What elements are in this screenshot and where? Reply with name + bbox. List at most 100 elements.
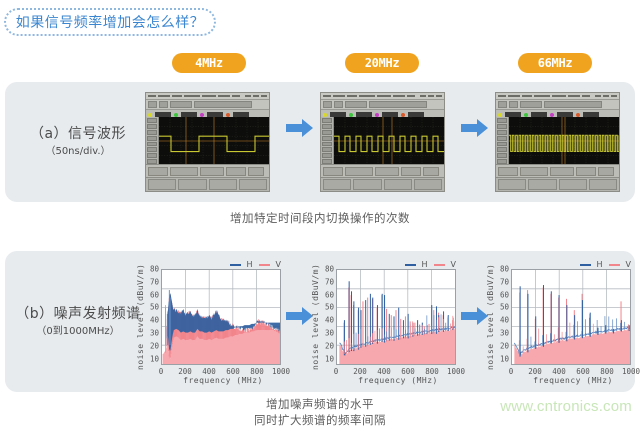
panel-noise-spectrum: （b）噪声发射频谱 （0到1000MHz） H V noise level (d… <box>5 251 640 392</box>
frequency-badge-20mhz: 20MHz <box>345 53 419 73</box>
y-tick-70: 70 <box>149 277 159 287</box>
y-axis-ticks-2: 10 20 30 40 50 60 70 80 <box>496 265 510 365</box>
legend-label-v: V <box>625 260 631 269</box>
frequency-badge-66mhz: 66MHz <box>518 53 592 73</box>
plot-area-0 <box>161 269 281 365</box>
scope-sidebar <box>321 117 334 165</box>
scope-grid-20mhz <box>334 117 444 165</box>
scope-statusbar <box>321 164 444 177</box>
caption-b-line1: 增加噪声频谱的水平 <box>266 397 374 411</box>
x-tick-200: 200 <box>528 367 542 376</box>
y-tick-60: 60 <box>324 290 334 300</box>
row-label-a-main: （a）信号波形 <box>29 126 127 142</box>
legend-label-v: V <box>275 260 281 269</box>
legend-swatch-v <box>258 263 270 266</box>
y-tick-20: 20 <box>324 341 334 351</box>
scope-menubar <box>321 93 444 100</box>
x-tick-400: 400 <box>552 367 566 376</box>
trace-1 <box>339 281 455 364</box>
plot-area-2 <box>511 269 631 365</box>
x-axis-ticks-0: 0 200 400 600 800 1000 <box>158 367 290 377</box>
y-tick-20: 20 <box>499 341 509 351</box>
scope-measurement-bar <box>321 177 444 191</box>
scope-body <box>321 117 444 165</box>
x-tick-1000: 1000 <box>271 367 291 376</box>
scope-menubar <box>146 93 269 100</box>
x-axis-label-0: frequency (MHz) <box>183 376 263 385</box>
scope-grid-66mhz <box>509 117 619 165</box>
x-tick-600: 600 <box>576 367 590 376</box>
y-tick-50: 50 <box>149 302 159 312</box>
x-axis-ticks-2: 0 200 400 600 800 1000 <box>508 367 640 377</box>
y-axis-ticks-0: 10 20 30 40 50 60 70 80 <box>146 265 160 365</box>
legend-label-h: H <box>246 260 253 269</box>
arrow-right-icon-a1 <box>286 118 314 138</box>
y-tick-40: 40 <box>149 315 159 325</box>
trace-0 <box>162 290 280 364</box>
y-axis-label-2: noise level (dBuV/m) <box>486 263 495 371</box>
scope-measurement-bar <box>496 177 619 191</box>
legend-swatch-h <box>229 263 241 266</box>
y-tick-80: 80 <box>499 264 509 274</box>
x-axis-label-2: frequency (MHz) <box>533 376 613 385</box>
scope-statusbar <box>146 164 269 177</box>
x-tick-1000: 1000 <box>621 367 640 376</box>
oscilloscope-screenshot-4mhz[interactable] <box>145 92 270 192</box>
scope-channel-bar <box>321 110 444 119</box>
oscilloscope-screenshot-66mhz[interactable] <box>495 92 620 192</box>
legend-swatch-h <box>404 263 416 266</box>
y-tick-30: 30 <box>149 328 159 338</box>
legend-label-h: H <box>421 260 428 269</box>
y-tick-50: 50 <box>499 302 509 312</box>
x-tick-600: 600 <box>226 367 240 376</box>
legend-label-h: H <box>596 260 603 269</box>
y-tick-30: 30 <box>499 328 509 338</box>
x-tick-400: 400 <box>202 367 216 376</box>
legend-label-v: V <box>450 260 456 269</box>
y-tick-70: 70 <box>324 277 334 287</box>
chart-legend-2: H V <box>579 259 634 270</box>
x-tick-0: 0 <box>508 367 514 376</box>
y-axis-label-0: noise level (dBuV/m) <box>136 263 145 371</box>
arrow-right-icon-b1 <box>286 306 314 326</box>
plot-area-1 <box>336 269 456 365</box>
x-tick-1000: 1000 <box>446 367 466 376</box>
scope-toolbar <box>321 100 444 110</box>
frequency-badge-4mhz: 4MHz <box>172 53 246 73</box>
y-tick-20: 20 <box>149 341 159 351</box>
scope-sidebar <box>146 117 159 165</box>
row-label-b-sub: （0到1000MHz） <box>36 325 120 337</box>
scope-toolbar <box>146 100 269 110</box>
watermark: www.cntronics.com <box>500 398 632 415</box>
x-tick-600: 600 <box>401 367 415 376</box>
scope-menubar <box>496 93 619 100</box>
spectrum-chart-20mhz: H V noise level (dBuV/m) 10 20 30 40 50 60 70 8… <box>310 259 465 385</box>
y-tick-40: 40 <box>499 315 509 325</box>
legend-swatch-h <box>579 263 591 266</box>
scope-channel-bar <box>146 110 269 119</box>
caption-b-line2: 同时扩大频谱的频率间隔 <box>254 413 386 427</box>
y-axis-label-1: noise level (dBuV/m) <box>311 263 320 371</box>
y-tick-60: 60 <box>149 290 159 300</box>
chart-legend-1: H V <box>404 259 459 270</box>
scope-measurement-bar <box>146 177 269 191</box>
scope-sidebar <box>496 117 509 165</box>
y-tick-40: 40 <box>324 315 334 325</box>
x-tick-800: 800 <box>600 367 614 376</box>
scope-toolbar <box>496 100 619 110</box>
arrow-right-icon-b2 <box>461 306 489 326</box>
oscilloscope-screenshot-20mhz[interactable] <box>320 92 445 192</box>
y-axis-ticks-1: 10 20 30 40 50 60 70 80 <box>321 265 335 365</box>
scope-channel-bar <box>496 110 619 119</box>
row-label-b: （b）噪声发射频谱 （0到1000MHz） <box>13 305 143 339</box>
row-label-a: （a）信号波形 （50ns/div.） <box>13 125 143 159</box>
spectrum-chart-4mhz: H V noise level (dBuV/m) 10 20 30 40 50 60 70 8… <box>135 259 290 385</box>
x-tick-0: 0 <box>158 367 164 376</box>
arrow-right-icon-a2 <box>461 118 489 138</box>
page-title: 如果信号频率增加会怎么样？ <box>4 8 216 36</box>
panel-signal-waveform: （a）信号波形 （50ns/div.） <box>5 82 635 202</box>
caption-a: 增加特定时间段内切换操作的次数 <box>230 211 410 225</box>
x-tick-200: 200 <box>353 367 367 376</box>
row-label-b-main: （b）噪声发射频谱 <box>15 305 141 322</box>
scope-statusbar <box>496 164 619 177</box>
